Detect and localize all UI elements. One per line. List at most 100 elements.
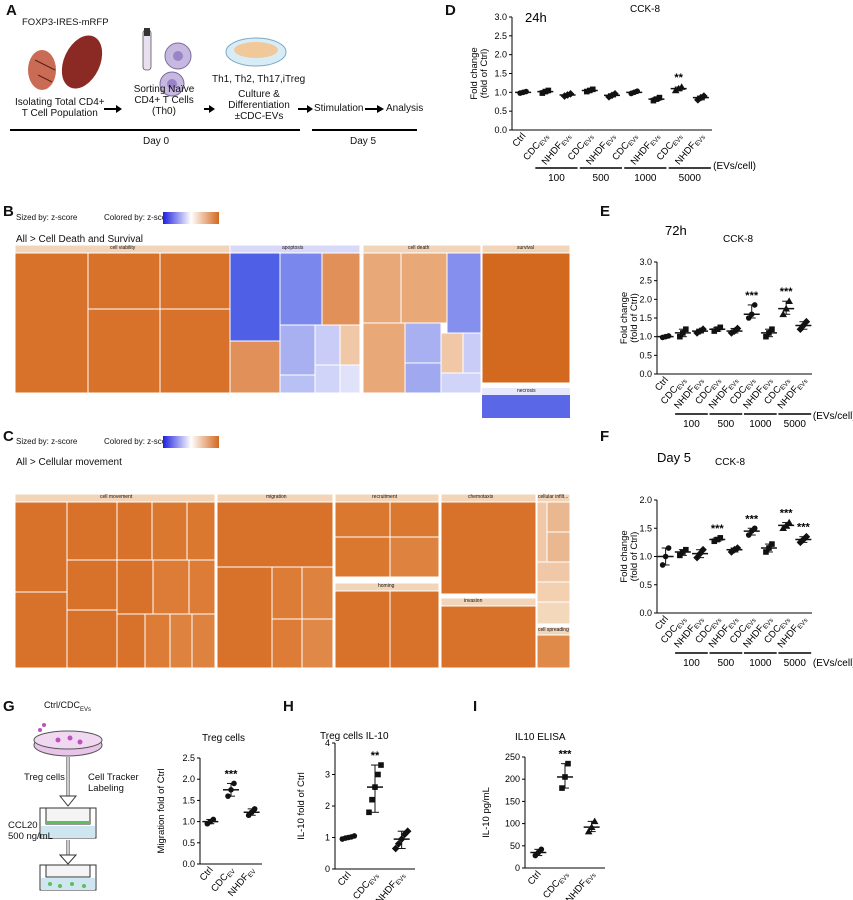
y-axis-label: IL-10 fold of Ctrl [296, 772, 307, 840]
y-tick-label: 1.0 [494, 87, 507, 97]
step-analysis: Analysis [386, 103, 424, 114]
y-tick-label: 0.5 [639, 350, 652, 360]
ccl20-label: CCL20 500 ng/mL [8, 820, 53, 842]
x-tick-label: Ctrl [526, 869, 544, 887]
data-point [751, 302, 758, 308]
y-tick-label: 0.0 [639, 369, 652, 379]
data-point [634, 88, 641, 95]
data-point [565, 760, 571, 767]
dose-group-label: 500 [718, 419, 735, 430]
data-point [656, 94, 663, 101]
dose-group-label: 1000 [749, 658, 772, 669]
panel-letter-h: H [283, 698, 294, 715]
data-point [802, 532, 811, 541]
data-point [366, 809, 372, 816]
y-tick-label: 2.0 [182, 774, 195, 784]
significance-label: *** [797, 522, 811, 534]
data-point [391, 844, 400, 853]
step-stimulation: Stimulation [314, 103, 364, 114]
dose-group-label: 500 [718, 658, 735, 669]
treemap-c [14, 493, 571, 669]
data-point [751, 525, 758, 532]
treemap-b [14, 244, 571, 395]
data-point [766, 330, 772, 336]
dose-unit-label: (EVs/cell) [813, 658, 853, 669]
data-point [677, 333, 683, 340]
data-point [589, 86, 596, 93]
panel-letter-g: G [3, 698, 15, 715]
y-tick-label: 1.5 [639, 313, 652, 323]
data-point [231, 780, 237, 787]
treemap-label: migration [266, 494, 287, 500]
data-point [400, 830, 409, 839]
data-point [677, 552, 683, 559]
data-point [210, 816, 217, 823]
day0-label: Day 0 [143, 136, 170, 147]
data-point [369, 796, 375, 803]
data-point [677, 83, 686, 90]
data-point [714, 536, 721, 543]
data-point [683, 326, 689, 332]
treemap-label: cell death [408, 245, 430, 251]
y-tick-label: 0 [325, 864, 330, 874]
significance-label: *** [745, 513, 759, 525]
y-axis-label: Fold change [619, 292, 630, 344]
chart-title: Treg cells [202, 733, 245, 744]
data-point [542, 88, 549, 95]
y-axis-label: Fold change [469, 47, 480, 99]
data-point [394, 840, 403, 848]
data-point [785, 297, 793, 304]
chart-subtitle: CCK-8 [723, 234, 753, 245]
data-point [251, 806, 258, 812]
y-tick-label: 1.5 [639, 523, 652, 533]
step-sorting: Sorting Naïve CD4+ T Cells (Th0) [133, 84, 195, 117]
data-point [680, 330, 686, 336]
y-axis-label: (fold of Ctrl) [479, 49, 490, 99]
treemap-label: chemotaxis [468, 494, 494, 500]
step-th-subsets: Th1, Th2, Th17,iTreg [212, 74, 306, 85]
data-point [683, 546, 689, 553]
color-scale-legend [163, 436, 219, 448]
x-tick-label: Ctrl [510, 131, 528, 149]
treemap-path: All > Cellular movement [16, 457, 122, 468]
transwell-schematic [33, 723, 103, 891]
treemap-label: cellular infilt... [538, 494, 569, 500]
data-point [748, 311, 755, 318]
data-point [659, 562, 666, 568]
treemap-label: homing [378, 583, 395, 589]
dose-group-label: 500 [593, 173, 610, 184]
data-point [769, 541, 775, 547]
data-point [403, 827, 412, 835]
data-point [587, 823, 596, 830]
treemap-path: All > Cell Death and Survival [16, 234, 144, 245]
significance-label: ** [371, 750, 380, 762]
treemap-label: necrosis [517, 388, 536, 394]
chart-d-24h: 24h CCK-8 0.0 0.5 1.0 1.5 2.0 2.5 3.0 Fold change… [469, 4, 756, 184]
data-point [650, 97, 657, 104]
data-point [802, 317, 811, 326]
panel-letter-c: C [3, 428, 14, 445]
data-point [372, 784, 378, 790]
dose-group-label: 100 [683, 658, 700, 669]
chart-subtitle: CCK-8 [715, 457, 745, 468]
ctrl-cdc-label: Ctrl/CDCEVs [44, 700, 92, 713]
dose-unit-label: (EVs/cell) [813, 411, 853, 422]
data-point [351, 833, 358, 839]
panel-a-schematic [10, 28, 417, 131]
data-point [763, 549, 769, 555]
y-tick-label: 1.0 [639, 552, 652, 562]
treemap-label: cell spreading [538, 627, 569, 633]
data-point [559, 785, 565, 791]
color-scale-legend [163, 212, 219, 224]
organ-icon [28, 50, 56, 90]
data-point [779, 310, 787, 318]
chart-g-migration: Treg cells 0.0 0.5 1.0 1.5 2.0 2.5 Migration fo… [156, 733, 262, 899]
treemap-label: invasion [464, 598, 483, 604]
x-tick-label: Ctrl [198, 865, 216, 883]
data-point [586, 87, 593, 94]
y-tick-label: 3 [325, 770, 330, 780]
treemap-label: apoptosis [282, 245, 304, 251]
dose-unit-label: (EVs/cell) [713, 161, 756, 172]
spleen-icon [61, 35, 103, 89]
significance-label: *** [711, 523, 725, 535]
